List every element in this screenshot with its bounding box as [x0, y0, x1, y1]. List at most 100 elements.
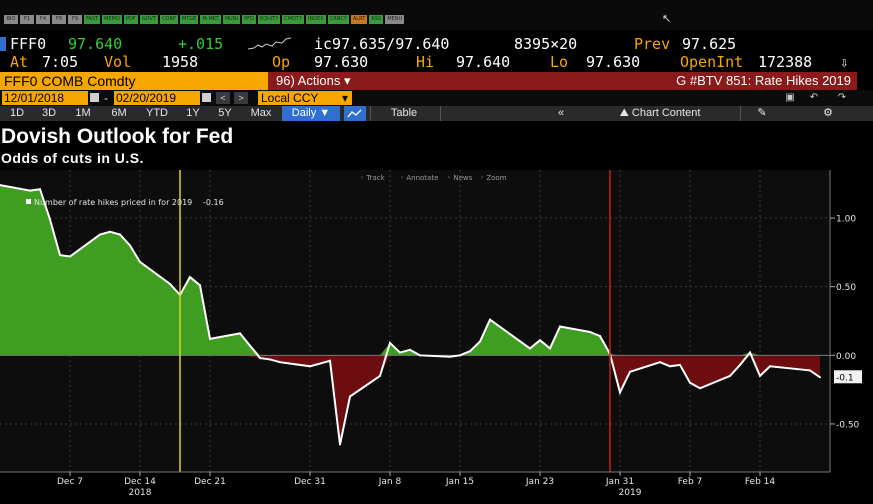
tab-table[interactable]: Table [390, 107, 418, 119]
function-key-muni[interactable]: MUNI [222, 15, 240, 24]
function-key-fast[interactable]: FAST [84, 15, 101, 24]
tab-3d[interactable]: 3D [41, 107, 57, 119]
data-point[interactable] [29, 189, 31, 192]
function-key-pfd[interactable]: PFD [241, 15, 256, 24]
data-point[interactable] [349, 395, 351, 398]
data-point[interactable] [539, 339, 541, 342]
function-key-memo[interactable]: MEMO [102, 15, 122, 24]
calendar-icon[interactable] [90, 93, 99, 102]
chart[interactable]: 1.00 0.50 0.00 -0.50 -0.1 Dec 7 Dec 14 Dec 21 De… [0, 170, 873, 504]
data-point[interactable] [399, 351, 401, 354]
chart-toolbar-zoom[interactable]: ◦ Zoom [480, 174, 507, 182]
data-point[interactable] [729, 374, 731, 377]
collapse-icon[interactable]: « [557, 107, 565, 119]
data-point[interactable] [819, 376, 821, 379]
tab-1m[interactable]: 1M [75, 107, 91, 119]
function-key-rss[interactable]: RSS [369, 15, 384, 24]
data-point[interactable] [599, 335, 601, 338]
screen-icon[interactable]: ▣ [785, 92, 795, 103]
data-point[interactable] [459, 354, 461, 357]
data-point[interactable] [169, 282, 171, 285]
data-point[interactable] [699, 387, 701, 390]
data-point[interactable] [549, 347, 551, 350]
data-point[interactable] [449, 355, 451, 358]
data-point[interactable] [329, 359, 331, 362]
data-point[interactable] [239, 332, 241, 335]
prev-period-button[interactable]: < [216, 92, 230, 104]
data-point[interactable] [809, 369, 811, 372]
chart-content-button[interactable]: ⛰ Chart Content [600, 106, 720, 121]
security-name[interactable]: FFF0 COMB Comdty [0, 72, 268, 90]
redo-icon[interactable]: ↷ [837, 92, 847, 103]
data-point[interactable] [39, 188, 41, 191]
currency-select[interactable]: Local CCY ▾ [258, 91, 352, 105]
tab-ytd[interactable]: YTD [146, 107, 168, 119]
function-key-m-mkt[interactable]: M-MKT [200, 15, 221, 24]
function-key-f1[interactable]: F1 [20, 15, 34, 24]
tab-1y[interactable]: 1Y [186, 107, 200, 119]
function-key-equity[interactable]: EQUITY [257, 15, 281, 24]
data-point[interactable] [0, 184, 1, 187]
function-key-menu[interactable]: MENU [385, 15, 405, 24]
data-point[interactable] [759, 374, 761, 377]
function-key-index[interactable]: INDEX [306, 15, 326, 24]
function-key-alrt[interactable]: ALRT [350, 15, 368, 24]
function-key-f8[interactable]: F8 [52, 15, 66, 24]
start-date-input[interactable]: 12/01/2018 [2, 91, 88, 105]
data-point[interactable] [119, 233, 121, 236]
chart-toolbar-track[interactable]: ◦ Track [360, 174, 386, 182]
data-point[interactable] [199, 284, 201, 287]
data-point[interactable] [279, 361, 281, 364]
data-point[interactable] [589, 330, 591, 333]
data-point[interactable] [409, 348, 411, 351]
function-key-bio[interactable]: BIO [4, 15, 18, 24]
function-key-f9[interactable]: F9 [68, 15, 82, 24]
data-point[interactable] [679, 363, 681, 366]
ticker[interactable]: FFF0 [10, 35, 47, 53]
tab-max[interactable]: Max [250, 107, 272, 119]
tab-1d[interactable]: 1D [9, 107, 25, 119]
data-point[interactable] [739, 363, 741, 366]
function-key-mtge[interactable]: MTGE [179, 15, 199, 24]
data-point[interactable] [629, 370, 631, 373]
actions-menu[interactable]: 96) Actions ▾ [268, 72, 370, 90]
calendar-icon[interactable] [202, 93, 211, 102]
data-point[interactable] [259, 357, 261, 360]
data-point[interactable] [379, 374, 381, 377]
export-icon[interactable]: ⇩ [840, 55, 849, 71]
chart-toolbar-annotate[interactable]: ◦ Annotate [400, 174, 438, 182]
undo-icon[interactable]: ↶ [809, 92, 819, 103]
chart-type-icon[interactable] [344, 106, 366, 121]
data-point[interactable] [339, 443, 341, 446]
frequency-select[interactable]: Daily ▼ [282, 106, 340, 121]
data-point[interactable] [689, 381, 691, 384]
data-point[interactable] [99, 233, 101, 236]
edit-icon[interactable]: ✎ [757, 107, 767, 119]
function-key-govt[interactable]: GOVT [139, 15, 159, 24]
data-point[interactable] [489, 318, 491, 321]
data-point[interactable] [529, 347, 531, 350]
data-point[interactable] [139, 260, 141, 263]
next-period-button[interactable]: > [234, 92, 248, 104]
data-point[interactable] [209, 337, 211, 340]
data-point[interactable] [669, 365, 671, 368]
data-point[interactable] [129, 244, 131, 247]
data-point[interactable] [109, 230, 111, 233]
function-key-crncy[interactable]: CRNCY [327, 15, 349, 24]
data-point[interactable] [469, 350, 471, 353]
data-point[interactable] [419, 354, 421, 357]
data-point[interactable] [189, 276, 191, 279]
data-point[interactable] [309, 365, 311, 368]
data-point[interactable] [479, 340, 481, 343]
function-key-corp[interactable]: CORP [160, 15, 178, 24]
end-date-input[interactable]: 02/20/2019 [114, 91, 200, 105]
data-point[interactable] [69, 255, 71, 258]
data-point[interactable] [59, 254, 61, 257]
data-point[interactable] [659, 361, 661, 364]
data-point[interactable] [749, 351, 751, 354]
data-point[interactable] [49, 218, 51, 221]
function-key-cmdty[interactable]: CMDTY [282, 15, 305, 24]
function-key-pdf[interactable]: PDF [123, 15, 138, 24]
function-key-f4[interactable]: F4 [36, 15, 50, 24]
tab-6m[interactable]: 6M [111, 107, 127, 119]
